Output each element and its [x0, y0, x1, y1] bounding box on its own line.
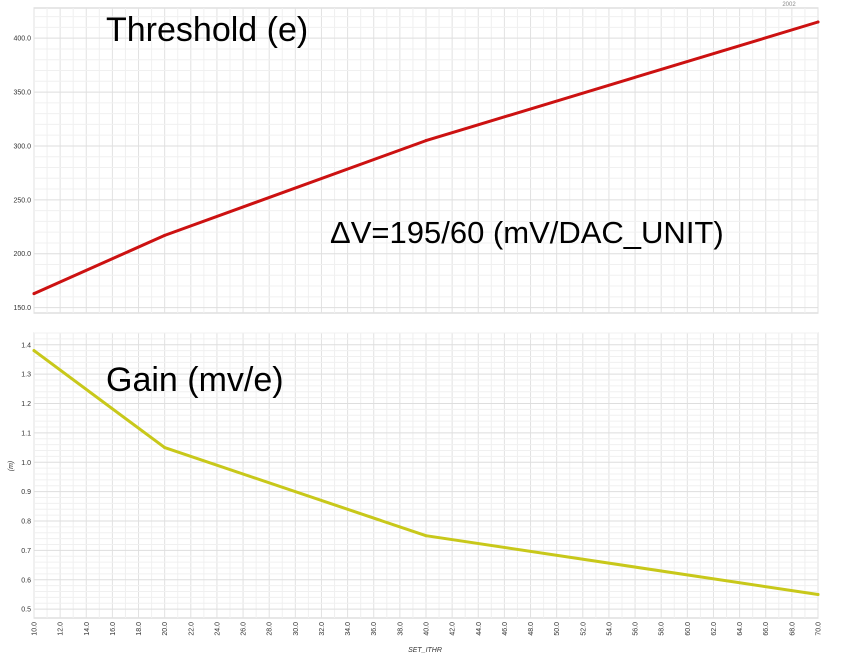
x-tick-label: 44.0	[476, 622, 483, 636]
x-axis-label: SET_ITHR	[408, 647, 442, 654]
gain-y-tick-label: 1.1	[21, 430, 31, 437]
gain-data-point	[424, 534, 428, 538]
x-tick-label: 54.0	[606, 622, 613, 636]
threshold-y-tick-label: 350.0	[13, 90, 31, 97]
x-tick-label: 64.0	[737, 622, 744, 636]
x-tick-label: 42.0	[450, 622, 457, 636]
x-tick-label: 14.0	[84, 622, 91, 636]
threshold-data-point	[816, 20, 820, 24]
threshold-data-point	[163, 233, 167, 237]
x-tick-label: 46.0	[502, 622, 509, 636]
threshold-data-point	[32, 292, 36, 296]
x-tick-label: 48.0	[528, 622, 535, 636]
gain-line	[32, 349, 820, 596]
gain-y-tick-label: 0.8	[21, 519, 31, 526]
gain-data-point	[32, 349, 36, 353]
x-tick-label: 60.0	[685, 622, 692, 636]
gain-y-tick-label: 0.5	[21, 607, 31, 614]
gain-y-tick-label: 1.4	[21, 342, 31, 349]
x-tick-label: 36.0	[371, 622, 378, 636]
x-tick-label: 20.0	[162, 622, 169, 636]
x-tick-label: 10.0	[32, 622, 39, 636]
x-tick-label: 26.0	[241, 622, 248, 636]
gain-title: Gain (mv/e)	[106, 361, 284, 399]
x-tick-label: 18.0	[136, 622, 143, 636]
x-tick-label: 16.0	[110, 622, 117, 636]
threshold-y-tick-label: 400.0	[13, 36, 31, 43]
x-tick-label: 50.0	[554, 622, 561, 636]
gain-data-point	[163, 446, 167, 450]
gain-y-tick-label: 1.3	[21, 372, 31, 379]
threshold-title: Threshold (e)	[106, 11, 308, 49]
x-tick-label: 30.0	[293, 622, 300, 636]
x-tick-label: 56.0	[633, 622, 640, 636]
x-tick-label: 62.0	[711, 622, 718, 636]
gain-y-tick-label: 1.2	[21, 401, 31, 408]
threshold-gridlines	[33, 8, 819, 313]
x-tick-label: 40.0	[424, 622, 431, 636]
threshold-y-tick-label: 150.0	[13, 305, 31, 312]
x-tick-labels: 10.0 12.0 14.0 16.0 18.0 20.0 22.0 24.0 26.0 28.0…	[32, 622, 823, 636]
x-tick-label: 32.0	[319, 622, 326, 636]
gain-y-tick-label: 0.9	[21, 489, 31, 496]
threshold-y-tick-label: 200.0	[13, 251, 31, 258]
threshold-line	[32, 20, 820, 296]
gain-y-tick-label: 0.7	[21, 548, 31, 555]
gain-y-axis-label: (m)	[8, 461, 15, 472]
x-tick-label: 12.0	[58, 622, 65, 636]
gain-y-tick-labels: 0.5 0.6 0.7 0.8 0.9 1.0 1.1 1.2 1.3 1.4	[21, 342, 31, 613]
x-tick-label: 68.0	[789, 622, 796, 636]
x-tick-label: 28.0	[267, 622, 274, 636]
gain-y-tick-label: 1.0	[21, 460, 31, 467]
gain-y-tick-label: 0.6	[21, 577, 31, 584]
gain-data-point	[816, 592, 820, 596]
gain-panel: 0.50.60.70.80.91.01.11.21.31.4 10.0 12.0 1…	[21, 332, 823, 636]
gain-series	[32, 349, 820, 596]
threshold-panel: 150.0 200.0 250.0 300.0 350.0 400.0	[13, 7, 820, 314]
x-tick-label: 58.0	[659, 622, 666, 636]
x-tick-label: 38.0	[397, 622, 404, 636]
gain-gridlines	[33, 332, 819, 618]
x-tick-label: 70.0	[816, 622, 823, 636]
threshold-y-tick-labels: 150.0 200.0 250.0 300.0 350.0 400.0	[13, 36, 31, 312]
threshold-y-tick-label: 250.0	[13, 197, 31, 204]
x-tick-label: 22.0	[188, 622, 195, 636]
x-tick-label: 24.0	[214, 622, 221, 636]
x-tick-label: 52.0	[580, 622, 587, 636]
threshold-series	[32, 20, 820, 296]
corner-label: 2002	[782, 2, 796, 8]
threshold-data-point	[424, 139, 428, 143]
delta-v-annotation: ΔV=195/60 (mV/DAC_UNIT)	[330, 215, 724, 250]
x-tick-label: 34.0	[345, 622, 352, 636]
threshold-y-tick-label: 300.0	[13, 143, 31, 150]
x-tick-label: 66.0	[763, 622, 770, 636]
